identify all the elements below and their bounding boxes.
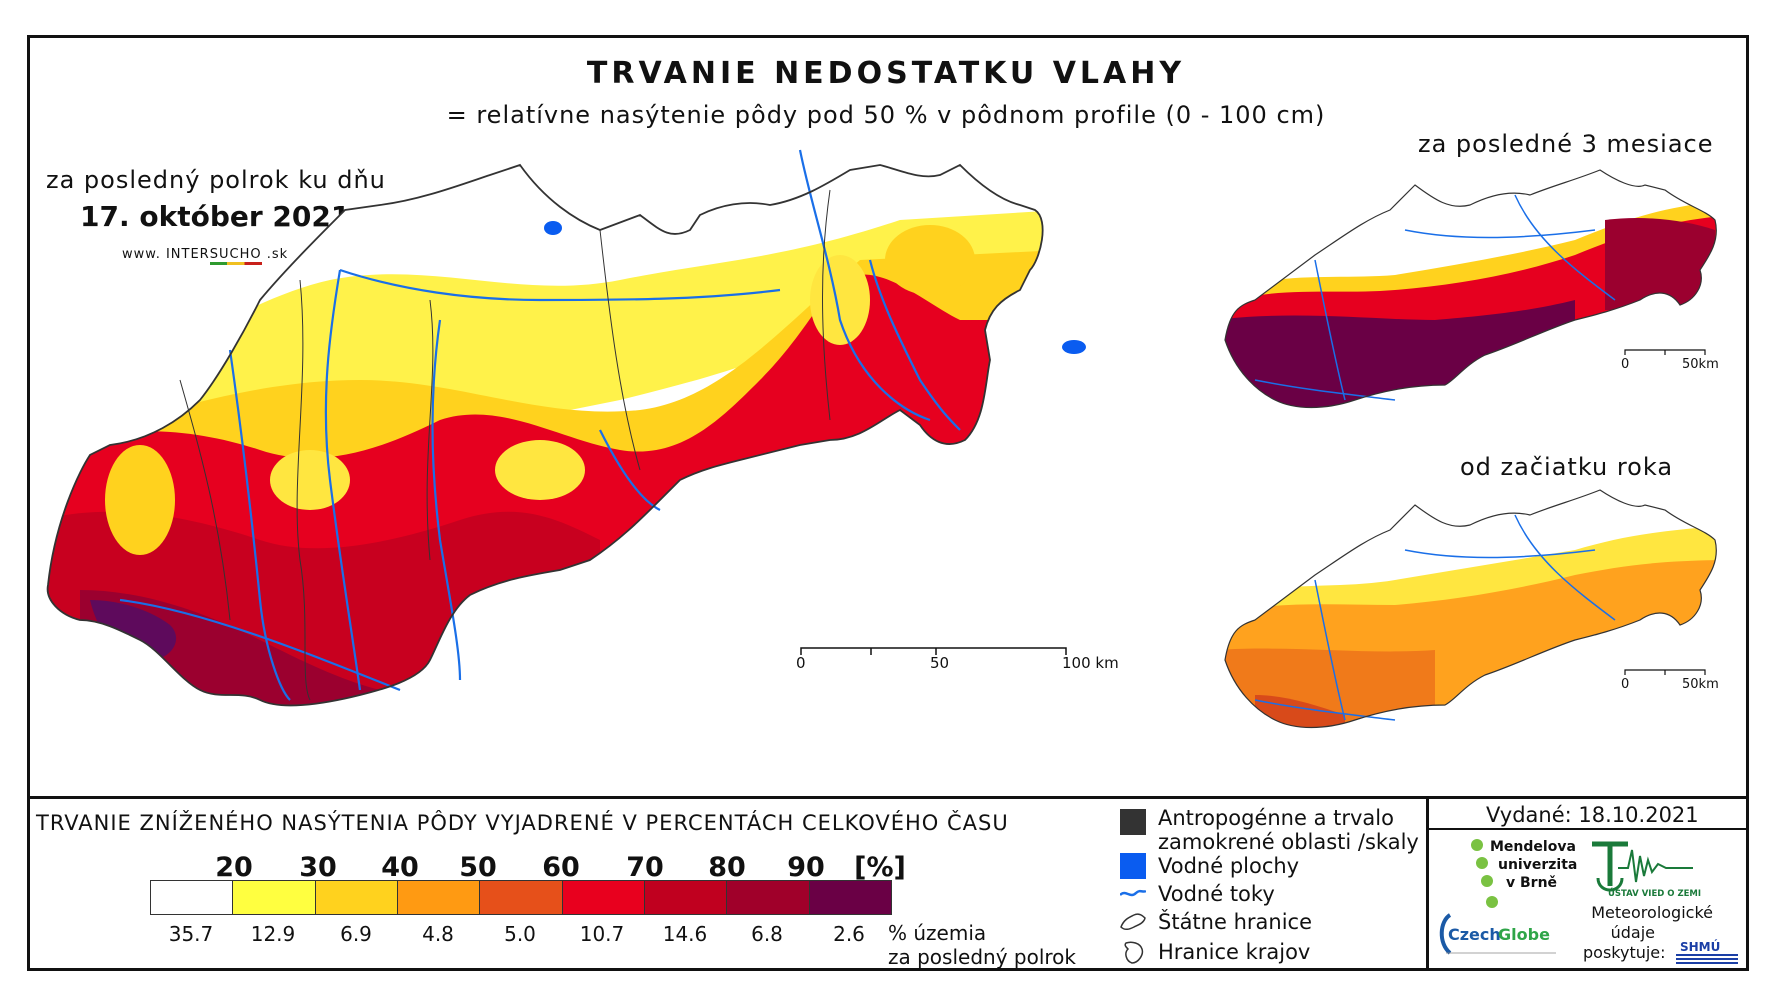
pct-caption: % územia za posledný polrok	[888, 921, 1076, 969]
pct-caption-line2: za posledný polrok	[888, 945, 1076, 969]
main-date-label: 17. október 2021	[80, 200, 351, 233]
pct-class-9: 2.6	[833, 922, 865, 946]
colorbar-segment-5	[480, 881, 563, 914]
meteo-line-2: údaje	[1610, 923, 1655, 942]
legend-title: TRVANIE ZNÍŽENÉHO NASÝTENIA PÔDY VYJADRE…	[36, 811, 1009, 835]
mendel-line-2: univerzita	[1498, 857, 1578, 873]
legend-water-bodies: Vodné plochy	[1120, 853, 1299, 879]
meteo-line-1: Meteorologické	[1591, 903, 1713, 922]
mendel-university-label: Mendelova univerzita v Brně	[1490, 838, 1577, 892]
pct-caption-line1: % územia	[888, 921, 987, 945]
water-body-swatch	[1120, 853, 1146, 879]
czechglobe-label-b: Globe	[1498, 925, 1550, 944]
czechglobe-label-a: Czech	[1448, 925, 1501, 944]
legend-region-border: Hranice krajov	[1120, 939, 1310, 965]
inset-ytd-map: 0 50km	[1224, 489, 1719, 729]
inset-3m-scale-0: 0	[1621, 357, 1629, 372]
main-map-state-border	[46, 163, 1044, 707]
main-map-rivers	[119, 149, 961, 701]
legend-colorbar	[150, 880, 892, 915]
main-period-label: za posledný polrok ku dňu	[46, 166, 386, 194]
inset-3m-scale-bar: 0 50km	[1621, 349, 1719, 372]
colorbar-segment-7	[644, 881, 728, 914]
issued-divider	[1426, 828, 1749, 830]
website-suffix: .sk	[261, 247, 289, 262]
legend-anthropogenic: Antropogénne a trvalo zamokrené oblasti …	[1120, 806, 1419, 854]
uvz-label: ÚSTAV VIED O ZEMI	[1608, 887, 1701, 899]
threshold-60: 60	[542, 852, 580, 883]
state-border-label: Štátne hranice	[1158, 910, 1312, 934]
main-scale-0: 0	[796, 654, 806, 672]
colorbar-segment-2	[233, 881, 316, 914]
threshold-unit: [%]	[854, 852, 906, 883]
mendel-line-3: v Brně	[1506, 875, 1558, 891]
main-scale-100: 100 km	[1062, 654, 1119, 672]
threshold-40: 40	[381, 852, 419, 883]
inset-3m-scale-50: 50km	[1682, 357, 1719, 372]
threshold-50: 50	[459, 852, 497, 883]
threshold-80: 80	[708, 852, 746, 883]
credits-divider	[1426, 796, 1429, 971]
region-border-icon	[1124, 941, 1144, 964]
legend-state-border: Štátne hranice	[1120, 909, 1312, 935]
river-line-icon	[1120, 889, 1146, 897]
pct-class-5: 5.0	[504, 922, 536, 946]
website-highlight: SUCHO	[209, 247, 262, 262]
legend-panel-divider	[27, 796, 1749, 799]
issued-date: Vydané: 18.10.2021	[1486, 803, 1699, 827]
pct-class-8: 6.8	[751, 922, 783, 946]
main-scale-50: 50	[930, 654, 949, 672]
rivers-label: Vodné toky	[1158, 882, 1275, 906]
water-body-liptov	[544, 221, 562, 235]
main-map-region-borders	[179, 189, 831, 701]
water-bodies-label: Vodné plochy	[1158, 854, 1300, 878]
czechglobe-logo: Czech Globe	[1439, 913, 1556, 955]
colorbar-segment-9	[809, 881, 891, 914]
inset-ytd-period-label: od začiatku roka	[1460, 453, 1674, 481]
inset-3m-period-label: za posledné 3 mesiace	[1418, 130, 1714, 158]
pct-class-3: 6.9	[340, 922, 372, 946]
pct-class-4: 4.8	[422, 922, 454, 946]
inset-ytd-scale-bar: 0 50km	[1621, 669, 1719, 692]
shmu-logo: SHMÚ	[1674, 937, 1740, 967]
main-map: 0 50 100 km	[46, 149, 1119, 707]
main-map-fill	[47, 165, 1043, 706]
pct-class-6: 10.7	[579, 922, 625, 946]
threshold-90: 90	[787, 852, 825, 883]
website-label[interactable]: www. INTERSUCHO .sk	[122, 247, 288, 262]
threshold-30: 30	[299, 852, 337, 883]
anthropogenic-label-1: Antropogénne a trvalo	[1158, 806, 1394, 830]
pct-class-7: 14.6	[662, 922, 708, 946]
inset-ytd-scale-50: 50km	[1682, 677, 1719, 692]
main-scale-bar: 0 50 100 km	[796, 647, 1119, 672]
inset-ytd-scale-0: 0	[1621, 677, 1629, 692]
meteo-credit: Meteorologické údaje poskytuje:	[1583, 903, 1713, 963]
anthropogenic-swatch	[1120, 809, 1146, 835]
state-border-icon	[1120, 913, 1146, 931]
legend-rivers: Vodné toky	[1120, 881, 1275, 907]
map-subtitle: = relatívne nasýtenie pôdy pod 50 % v pô…	[446, 101, 1326, 129]
map-title: TRVANIE NEDOSTATKU VLAHY	[586, 56, 1186, 91]
threshold-70: 70	[626, 852, 664, 883]
mendel-line-1: Mendelova	[1490, 839, 1576, 855]
pct-class-2: 12.9	[250, 922, 296, 946]
threshold-20: 20	[215, 852, 253, 883]
region-border-label: Hranice krajov	[1158, 940, 1311, 964]
inset-3m-map: 0 50km	[1224, 169, 1719, 409]
colorbar-segment-4	[397, 881, 481, 914]
uvz-logo: ÚSTAV VIED O ZEMI	[1592, 841, 1701, 899]
water-body-sirava	[1062, 340, 1086, 354]
colorbar-segment-6	[562, 881, 645, 914]
shmu-label: SHMÚ	[1680, 939, 1720, 954]
colorbar-segment-3	[315, 881, 398, 914]
anthropogenic-label-2: zamokrené oblasti /skaly	[1158, 830, 1419, 854]
meteo-line-3: poskytuje:	[1583, 943, 1666, 962]
colorbar-segment-1	[151, 881, 234, 914]
pct-class-1: 35.7	[168, 922, 214, 946]
colorbar-segment-8	[727, 881, 810, 914]
website-prefix: www. INTER	[122, 247, 210, 262]
mendel-logo	[1471, 839, 1498, 908]
